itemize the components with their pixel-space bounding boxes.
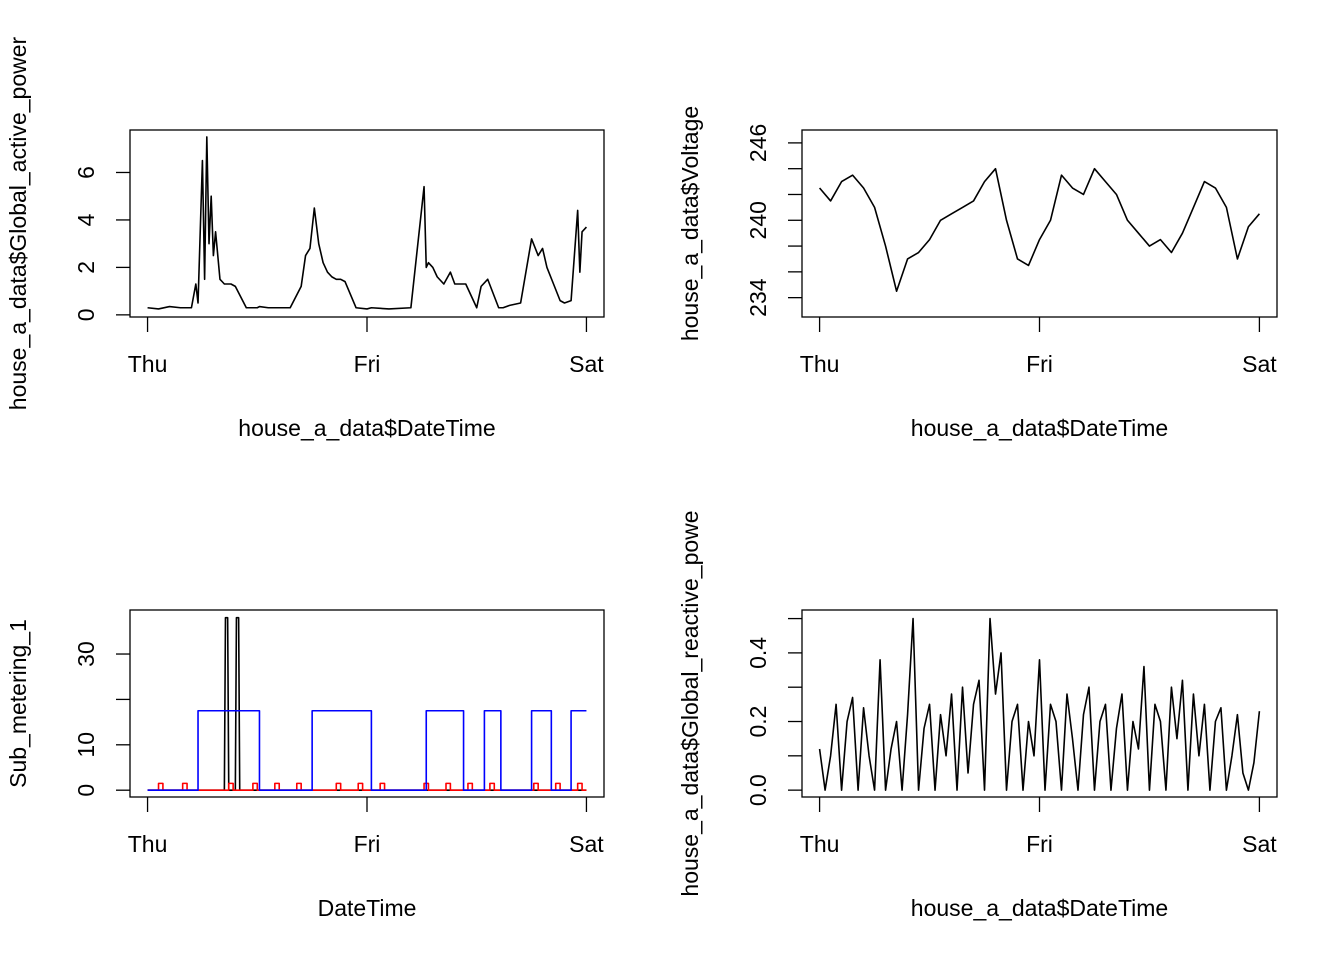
plot-box bbox=[129, 609, 605, 798]
x-tick-label: Fri bbox=[1026, 351, 1053, 377]
x-tick-label: Fri bbox=[354, 831, 381, 857]
x-tick-label: Sat bbox=[1242, 831, 1277, 857]
y-tick-label: 10 bbox=[73, 732, 99, 758]
x-tick-label: Sat bbox=[569, 351, 604, 377]
y-tick-label: 0.2 bbox=[745, 706, 771, 738]
x-axis-label: house_a_data$DateTime bbox=[911, 895, 1168, 921]
data-line bbox=[147, 136, 588, 310]
x-tick-label: Thu bbox=[800, 351, 840, 377]
y-tick-label: 0 bbox=[73, 308, 99, 321]
x-tick-label: Fri bbox=[354, 351, 381, 377]
y-axis-label: house_a_data$Voltage bbox=[677, 106, 703, 341]
y-tick-label: 4 bbox=[73, 213, 99, 226]
plot-box bbox=[801, 609, 1278, 798]
y-tick-label: 2 bbox=[73, 261, 99, 274]
data-line bbox=[147, 709, 587, 791]
y-tick-label: 234 bbox=[745, 278, 771, 317]
y-tick-label: 240 bbox=[745, 201, 771, 239]
x-tick-label: Fri bbox=[1026, 831, 1053, 857]
plot-box bbox=[801, 129, 1278, 318]
y-tick-label: 0.0 bbox=[745, 774, 771, 806]
y-axis-label: Sub_metering_1 bbox=[5, 619, 31, 788]
y-axis-label: house_a_data$Global_active_power bbox=[5, 36, 31, 410]
data-line bbox=[147, 616, 587, 791]
x-axis-label: DateTime bbox=[318, 895, 417, 921]
x-tick-label: Thu bbox=[128, 351, 168, 377]
data-line bbox=[818, 617, 1261, 791]
y-tick-label: 6 bbox=[73, 166, 99, 179]
x-tick-label: Sat bbox=[1242, 351, 1277, 377]
x-tick-label: Thu bbox=[128, 831, 168, 857]
y-tick-label: 0 bbox=[73, 784, 99, 797]
data-line bbox=[818, 167, 1261, 293]
y-tick-label: 246 bbox=[745, 124, 771, 162]
y-tick-label: 0.4 bbox=[745, 637, 771, 669]
y-tick-label: 30 bbox=[73, 641, 99, 667]
data-line bbox=[147, 782, 587, 791]
y-axis-label: house_a_data$Global_reactive_powe bbox=[677, 510, 703, 896]
x-tick-label: Sat bbox=[569, 831, 604, 857]
x-axis-label: house_a_data$DateTime bbox=[238, 415, 495, 441]
x-tick-label: Thu bbox=[800, 831, 840, 857]
x-axis-label: house_a_data$DateTime bbox=[911, 415, 1168, 441]
